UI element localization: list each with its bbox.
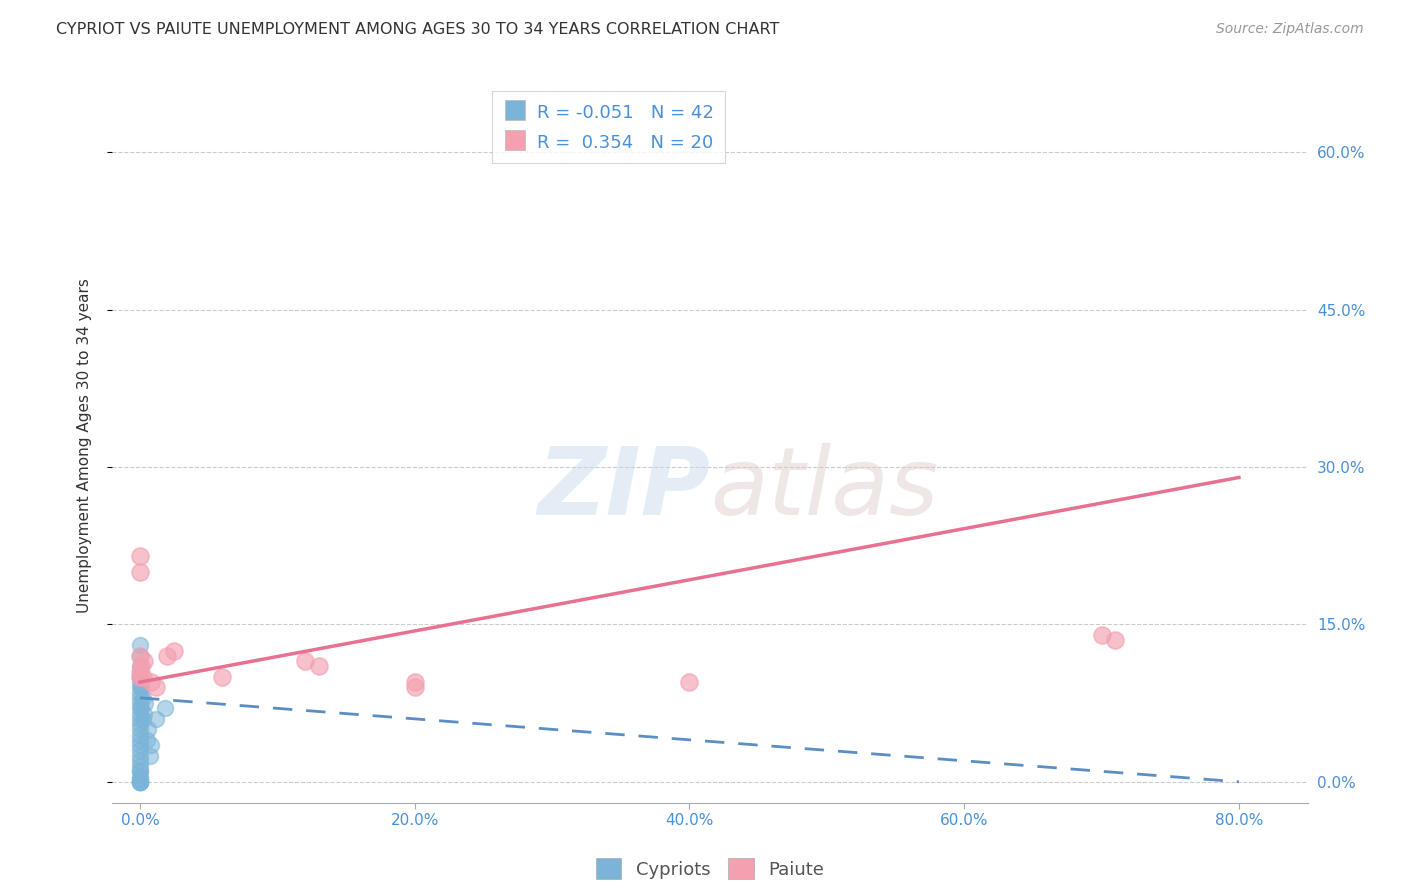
Text: CYPRIOT VS PAIUTE UNEMPLOYMENT AMONG AGES 30 TO 34 YEARS CORRELATION CHART: CYPRIOT VS PAIUTE UNEMPLOYMENT AMONG AGE… (56, 22, 779, 37)
Text: atlas: atlas (710, 443, 938, 534)
Point (308, 659, 330, 673)
Point (129, 774, 152, 789)
Point (129, 706, 152, 721)
Point (129, 770, 152, 784)
Point (404, 675, 426, 690)
Point (129, 774, 152, 789)
Point (129, 701, 152, 715)
Point (129, 759, 152, 773)
Point (129, 712, 152, 726)
Point (129, 665, 152, 679)
Point (145, 712, 167, 726)
Point (132, 654, 155, 668)
Point (131, 659, 153, 673)
Point (294, 654, 316, 668)
Legend: Cypriots, Paiute: Cypriots, Paiute (589, 851, 831, 887)
Point (131, 670, 153, 684)
Point (129, 549, 152, 564)
Point (145, 681, 167, 695)
Point (139, 675, 162, 690)
Point (129, 648, 152, 663)
Point (163, 643, 186, 657)
Point (136, 723, 159, 737)
Point (129, 738, 152, 752)
Y-axis label: Unemployment Among Ages 30 to 34 years: Unemployment Among Ages 30 to 34 years (77, 278, 91, 614)
Point (129, 565, 152, 579)
Point (678, 675, 700, 690)
Point (131, 712, 153, 726)
Point (129, 685, 152, 699)
Point (129, 659, 152, 673)
Point (129, 675, 152, 690)
Point (138, 748, 160, 763)
Point (129, 764, 152, 779)
Point (131, 701, 153, 715)
Point (129, 748, 152, 763)
Point (129, 690, 152, 705)
Point (129, 754, 152, 768)
Point (129, 774, 152, 789)
Point (139, 738, 162, 752)
Text: Source: ZipAtlas.com: Source: ZipAtlas.com (1216, 22, 1364, 37)
Point (132, 706, 155, 721)
Point (129, 670, 152, 684)
Point (129, 648, 152, 663)
Point (156, 648, 179, 663)
Point (131, 681, 153, 695)
Point (211, 670, 233, 684)
Point (129, 732, 152, 747)
Text: ZIP: ZIP (537, 442, 710, 535)
Point (129, 639, 152, 653)
Point (129, 670, 152, 684)
Point (404, 681, 426, 695)
Point (1090, 628, 1112, 642)
Point (129, 764, 152, 779)
Point (134, 696, 156, 710)
Point (129, 774, 152, 789)
Point (129, 728, 152, 742)
Point (1104, 633, 1126, 648)
Point (153, 701, 176, 715)
Point (129, 723, 152, 737)
Point (129, 681, 152, 695)
Point (129, 696, 152, 710)
Point (129, 774, 152, 789)
Point (129, 772, 152, 786)
Point (129, 717, 152, 731)
Point (131, 690, 153, 705)
Point (135, 732, 157, 747)
Point (129, 743, 152, 757)
